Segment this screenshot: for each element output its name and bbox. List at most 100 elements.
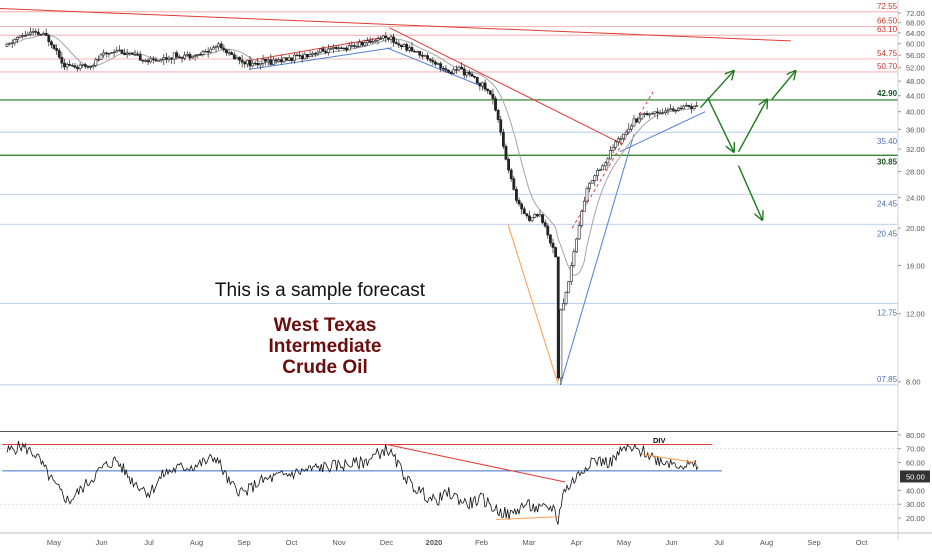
- candle-body: [326, 48, 330, 53]
- green-level-label: 30.85: [877, 157, 898, 166]
- candle-body: [178, 56, 181, 59]
- candle-body: [240, 59, 244, 63]
- candle-body: [360, 42, 364, 46]
- price-tick-label: 32.00: [906, 145, 925, 154]
- candle-body: [509, 169, 513, 180]
- price-tick-label: 12.00: [906, 310, 925, 319]
- candle-body: [559, 309, 563, 379]
- candle-body: [501, 131, 505, 147]
- candle-body: [590, 180, 594, 184]
- candle-body: [402, 44, 406, 48]
- forecast-arrows: [699, 71, 796, 220]
- candle-body: [483, 82, 487, 90]
- candle-body: [196, 54, 200, 56]
- candle-body: [230, 52, 234, 55]
- price-tick-label: 24.00: [906, 193, 925, 202]
- red-level-label: 50.70: [877, 62, 898, 71]
- candle-body: [316, 51, 320, 55]
- candle-body: [131, 52, 134, 55]
- candle-body: [52, 44, 56, 49]
- candle-body: [635, 118, 639, 123]
- candle-body: [149, 58, 153, 63]
- candle-body: [447, 69, 450, 73]
- candle-body: [159, 59, 163, 61]
- time-axis-label: Sep: [237, 538, 250, 547]
- candle-body: [371, 41, 375, 43]
- candle-body: [211, 47, 215, 50]
- candle-body: [522, 208, 526, 215]
- candle-body: [564, 292, 568, 304]
- candle-body: [141, 59, 145, 62]
- forecast-arrow: [737, 165, 763, 220]
- candle-body: [400, 44, 403, 48]
- candle-body: [397, 43, 401, 46]
- candle-body: [183, 54, 187, 59]
- candle-body: [431, 60, 435, 63]
- candle-body: [674, 110, 678, 112]
- candle-body: [695, 105, 699, 107]
- candle-body: [162, 57, 166, 60]
- candle-body: [104, 52, 108, 54]
- candle-body: [321, 48, 325, 52]
- candle-body: [164, 57, 168, 60]
- candle-body: [170, 57, 173, 60]
- candle-body: [381, 35, 385, 39]
- time-axis[interactable]: May Jun Jul Aug Sep Oct Nov Dec 2020 Feb Mar Apr May…: [47, 538, 868, 547]
- candle-body: [277, 59, 281, 62]
- candle-body: [44, 32, 48, 36]
- candle-body: [123, 53, 126, 55]
- candle-body: [83, 64, 87, 67]
- candle-body: [217, 43, 221, 47]
- candle-body: [235, 57, 239, 60]
- candle-body: [10, 42, 14, 44]
- candle-body: [528, 215, 531, 221]
- forecast-arrow: [706, 97, 734, 152]
- candle-body: [387, 37, 390, 40]
- candle-body: [609, 150, 612, 160]
- candle-body: [481, 82, 484, 87]
- candle-body: [569, 265, 573, 282]
- candle-body: [582, 200, 586, 212]
- candle-body: [172, 52, 176, 60]
- rsi-tick-label: 80.00: [906, 431, 925, 440]
- candle-body: [175, 52, 179, 58]
- candle-body: [478, 82, 482, 87]
- candle-body: [551, 242, 555, 248]
- candle-body: [285, 57, 288, 61]
- candle-body: [253, 62, 257, 65]
- rsi-current-value-label: 50.00: [906, 472, 925, 481]
- candle-body: [248, 59, 252, 67]
- candle-body: [661, 112, 665, 114]
- red-level-label: 72.55: [877, 2, 898, 11]
- price-tick-label: 68.00: [906, 19, 925, 28]
- candle-body: [332, 47, 335, 49]
- decline-support-line: [386, 47, 487, 89]
- candle-body: [643, 113, 646, 115]
- time-axis-label: Jun: [95, 538, 107, 547]
- candle-body: [577, 225, 581, 240]
- time-axis-label: Jul: [714, 538, 724, 547]
- rsi-tick-label: 20.00: [906, 514, 925, 523]
- title-line-3: Crude Oil: [282, 357, 368, 378]
- time-axis-label: Aug: [760, 538, 773, 547]
- time-axis-label: Jul: [144, 538, 154, 547]
- candle-body: [413, 50, 416, 53]
- price-tick-label: 8.00: [906, 378, 921, 387]
- candle-body: [180, 56, 184, 59]
- candle-body: [436, 63, 440, 65]
- candle-body: [373, 40, 377, 42]
- recent-support-line: [619, 111, 706, 153]
- candle-body: [426, 55, 430, 60]
- instrument-title-annotation: West Texas Intermediate Crude Oil: [230, 315, 420, 378]
- long-term-resistance-line: [0, 7, 791, 42]
- candle-body: [658, 112, 662, 114]
- candle-body: [632, 118, 636, 127]
- candle-body: [444, 68, 448, 71]
- candle-body: [329, 48, 333, 50]
- candle-body: [261, 58, 265, 64]
- price-axis[interactable]: 8.00 12.00 16.00 20.00 24.00 28.00 32.00 36.00 4…: [897, 0, 930, 540]
- channel-lower-line: [249, 47, 392, 70]
